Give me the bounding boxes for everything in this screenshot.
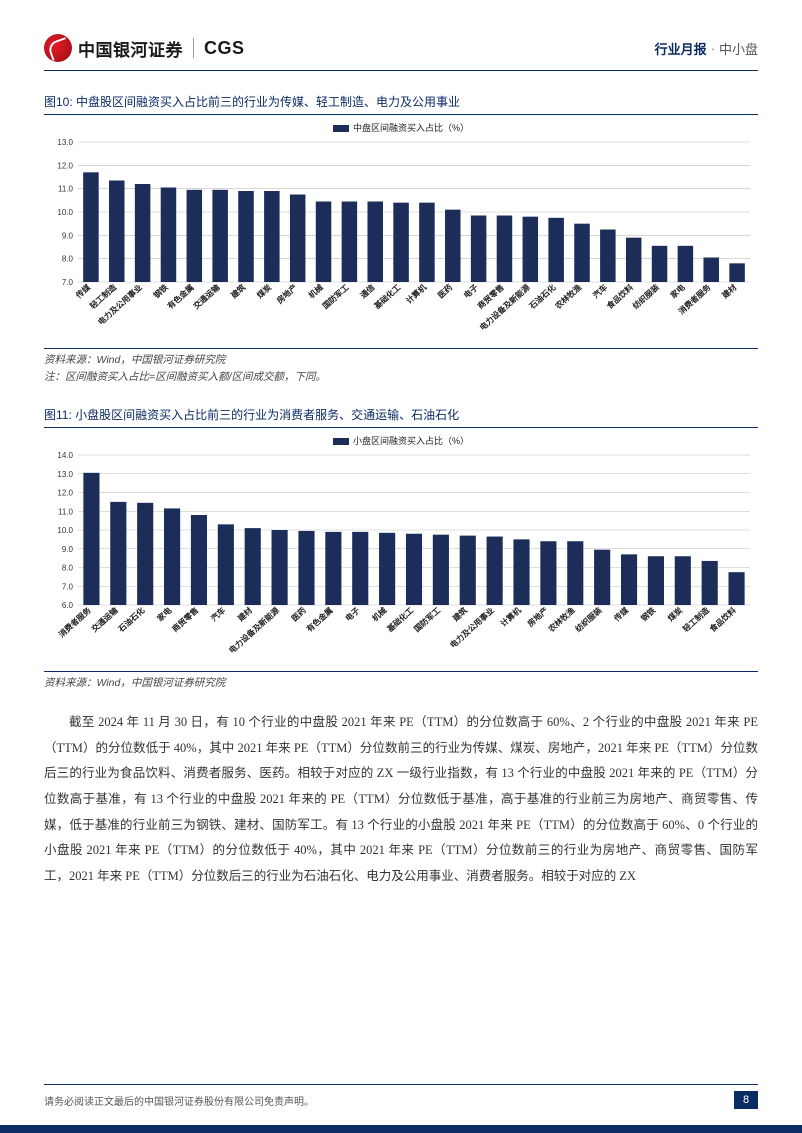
svg-text:房地产: 房地产 bbox=[525, 605, 550, 628]
svg-text:建材: 建材 bbox=[719, 282, 738, 301]
figure-10-source: 资料来源：Wind，中国银河证券研究院 bbox=[44, 348, 758, 367]
svg-text:农林牧渔: 农林牧渔 bbox=[552, 282, 583, 312]
svg-text:电力及公用事业: 电力及公用事业 bbox=[96, 282, 144, 327]
page-footer: 请务必阅读正文最后的中国银河证券股份有限公司免责声明。 8 bbox=[44, 1084, 758, 1109]
svg-text:7.0: 7.0 bbox=[62, 278, 74, 287]
svg-text:钢铁: 钢铁 bbox=[639, 605, 658, 623]
svg-text:6.0: 6.0 bbox=[62, 601, 74, 610]
bottom-band bbox=[0, 1125, 802, 1133]
svg-text:汽车: 汽车 bbox=[209, 605, 228, 623]
legend-swatch-icon bbox=[333, 125, 349, 132]
svg-text:13.0: 13.0 bbox=[57, 138, 73, 147]
svg-text:有色金属: 有色金属 bbox=[304, 605, 334, 634]
svg-text:轻工制造: 轻工制造 bbox=[681, 605, 711, 634]
svg-text:9.0: 9.0 bbox=[62, 545, 74, 554]
figure-11-legend: 小盘区间融资买入占比（%） bbox=[44, 434, 758, 447]
figure-10-title: 图10: 中盘股区间融资买入占比前三的行业为传媒、轻工制造、电力及公用事业 bbox=[44, 93, 758, 115]
body-paragraph: 截至 2024 年 11 月 30 日，有 10 个行业的中盘股 2021 年来… bbox=[44, 710, 758, 889]
logo-text-cn: 中国银河证券 bbox=[78, 36, 183, 61]
svg-text:10.0: 10.0 bbox=[57, 526, 73, 535]
svg-text:汽车: 汽车 bbox=[591, 282, 610, 300]
figure-11-source: 资料来源：Wind，中国银河证券研究院 bbox=[44, 671, 758, 690]
svg-text:传媒: 传媒 bbox=[73, 281, 93, 300]
svg-text:机械: 机械 bbox=[370, 605, 389, 623]
svg-text:电力及公用事业: 电力及公用事业 bbox=[448, 605, 496, 650]
svg-text:机械: 机械 bbox=[306, 282, 325, 300]
svg-text:建筑: 建筑 bbox=[450, 605, 469, 624]
svg-text:交通运输: 交通运输 bbox=[89, 604, 120, 634]
svg-text:7.0: 7.0 bbox=[62, 582, 74, 591]
svg-text:交通运输: 交通运输 bbox=[191, 281, 222, 311]
svg-text:国防军工: 国防军工 bbox=[412, 605, 442, 634]
svg-text:8.0: 8.0 bbox=[62, 255, 74, 264]
svg-text:医药: 医药 bbox=[289, 605, 308, 623]
header-category: 中小盘 bbox=[719, 39, 758, 58]
svg-text:12.0: 12.0 bbox=[57, 489, 73, 498]
svg-text:家电: 家电 bbox=[155, 605, 174, 623]
svg-text:纺织服装: 纺织服装 bbox=[573, 605, 603, 634]
svg-text:医药: 医药 bbox=[436, 282, 455, 300]
figure-11-chart: 6.07.08.09.010.011.012.013.014.0消费者服务交通运… bbox=[44, 449, 756, 669]
logo-divider bbox=[193, 38, 194, 58]
figure-10-legend-text: 中盘区间融资买入占比（%） bbox=[353, 123, 469, 133]
svg-text:农林牧渔: 农林牧渔 bbox=[545, 605, 576, 635]
cgs-logo-icon bbox=[44, 34, 72, 62]
header-dot: · bbox=[711, 41, 715, 56]
svg-text:房地产: 房地产 bbox=[275, 282, 300, 305]
svg-text:计算机: 计算机 bbox=[498, 605, 523, 628]
figure-10: 图10: 中盘股区间融资买入占比前三的行业为传媒、轻工制造、电力及公用事业 中盘… bbox=[44, 93, 758, 384]
logo-block: 中国银河证券 CGS bbox=[44, 34, 245, 62]
svg-text:电子: 电子 bbox=[461, 282, 480, 300]
svg-text:基础化工: 基础化工 bbox=[371, 282, 402, 312]
page-header: 中国银河证券 CGS 行业月报 · 中小盘 bbox=[44, 34, 758, 71]
svg-text:9.0: 9.0 bbox=[62, 231, 74, 240]
svg-text:家电: 家电 bbox=[668, 282, 687, 300]
page-number: 8 bbox=[734, 1091, 758, 1109]
svg-text:12.0: 12.0 bbox=[57, 161, 73, 170]
svg-text:石油石化: 石油石化 bbox=[115, 605, 146, 635]
svg-text:14.0: 14.0 bbox=[57, 451, 73, 460]
svg-text:钢铁: 钢铁 bbox=[151, 282, 170, 300]
svg-text:传媒: 传媒 bbox=[611, 604, 631, 623]
svg-text:电子: 电子 bbox=[343, 605, 362, 623]
svg-text:石油石化: 石油石化 bbox=[526, 282, 557, 312]
svg-text:国防军工: 国防军工 bbox=[320, 282, 350, 311]
svg-text:基础化工: 基础化工 bbox=[384, 605, 415, 635]
svg-text:纺织服装: 纺织服装 bbox=[630, 282, 660, 311]
header-right: 行业月报 · 中小盘 bbox=[655, 39, 758, 58]
svg-text:建材: 建材 bbox=[235, 605, 254, 624]
svg-text:煤炭: 煤炭 bbox=[666, 605, 685, 623]
svg-text:煤炭: 煤炭 bbox=[255, 282, 274, 300]
svg-text:商贸零售: 商贸零售 bbox=[170, 605, 200, 634]
figure-11-legend-text: 小盘区间融资买入占比（%） bbox=[353, 436, 469, 446]
legend-swatch-icon bbox=[333, 438, 349, 445]
svg-text:食品饮料: 食品饮料 bbox=[707, 605, 737, 634]
logo-text-en: CGS bbox=[204, 38, 245, 59]
svg-text:8.0: 8.0 bbox=[62, 564, 74, 573]
header-report-type: 行业月报 bbox=[655, 39, 707, 58]
figure-10-note: 注：区间融资买入占比=区间融资买入额/区间成交额，下同。 bbox=[44, 369, 758, 384]
svg-text:建筑: 建筑 bbox=[228, 282, 247, 301]
svg-text:10.0: 10.0 bbox=[57, 208, 73, 217]
footer-disclaimer: 请务必阅读正文最后的中国银河证券股份有限公司免责声明。 bbox=[44, 1093, 314, 1108]
svg-text:通信: 通信 bbox=[358, 282, 377, 300]
svg-text:11.0: 11.0 bbox=[58, 185, 74, 194]
figure-10-chart: 7.08.09.010.011.012.013.0传媒轻工制造电力及公用事业钢铁… bbox=[44, 136, 756, 346]
svg-text:计算机: 计算机 bbox=[404, 282, 429, 305]
figure-10-legend: 中盘区间融资买入占比（%） bbox=[44, 121, 758, 134]
svg-text:食品饮料: 食品饮料 bbox=[605, 282, 635, 311]
figure-11: 图11: 小盘股区间融资买入占比前三的行业为消费者服务、交通运输、石油石化 小盘… bbox=[44, 406, 758, 690]
svg-text:13.0: 13.0 bbox=[57, 470, 73, 479]
svg-text:有色金属: 有色金属 bbox=[165, 282, 195, 311]
figure-11-title: 图11: 小盘股区间融资买入占比前三的行业为消费者服务、交通运输、石油石化 bbox=[44, 406, 758, 428]
svg-text:11.0: 11.0 bbox=[58, 507, 74, 516]
